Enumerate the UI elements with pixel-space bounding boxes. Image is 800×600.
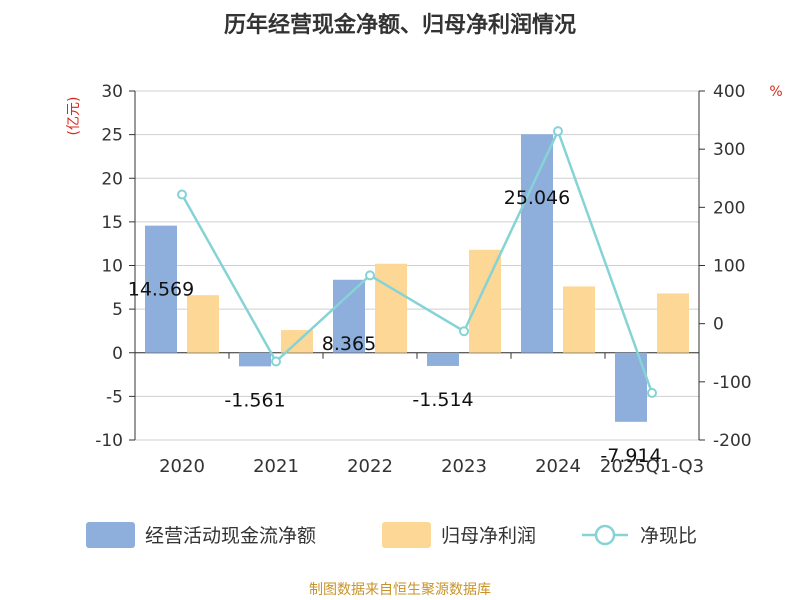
category-label: 2021 bbox=[253, 456, 299, 477]
bar-profit bbox=[657, 293, 689, 353]
chart-title: 历年经营现金净额、归母净利润情况 bbox=[224, 12, 576, 38]
bar-profit bbox=[187, 295, 219, 353]
right-axis-ticks: 400 300 200 100 0 -100 -200 bbox=[713, 82, 752, 451]
bar-cashflow bbox=[333, 279, 365, 353]
left-tick-label: 15 bbox=[101, 213, 123, 233]
legend: 经营活动现金流净额 归母净利润 净现比 bbox=[86, 522, 697, 548]
legend-swatch-cashflow bbox=[86, 522, 135, 548]
category-label: 2024 bbox=[535, 456, 581, 477]
ratio-point bbox=[365, 270, 375, 281]
left-tick-label: 20 bbox=[101, 169, 123, 189]
left-tick-label: 10 bbox=[101, 257, 123, 277]
data-label-cashflow: 14.569 bbox=[128, 279, 194, 301]
left-tick-label: -5 bbox=[106, 387, 123, 407]
data-label-cashflow: -1.561 bbox=[224, 389, 285, 411]
ratio-point bbox=[271, 356, 281, 367]
ratio-point bbox=[647, 387, 657, 398]
data-label-cashflow: -7.914 bbox=[600, 445, 661, 467]
ratio-line-group bbox=[177, 126, 657, 398]
ratio-point bbox=[177, 189, 187, 200]
left-tick-label: 25 bbox=[101, 126, 123, 146]
axes bbox=[129, 90, 705, 441]
legend-swatch-ratio-marker bbox=[594, 524, 616, 546]
right-tick-label: 200 bbox=[713, 198, 745, 218]
gridlines bbox=[135, 90, 699, 441]
ratio-line bbox=[180, 127, 654, 394]
right-tick-label: -100 bbox=[713, 373, 752, 393]
right-tick-label: 100 bbox=[713, 257, 745, 277]
data-label-cashflow: 8.365 bbox=[322, 333, 376, 355]
left-tick-label: -10 bbox=[95, 431, 123, 451]
legend-label-cashflow: 经营活动现金流净额 bbox=[145, 525, 316, 547]
data-labels: 14.569 -1.561 8.365 -1.514 25.046 -7.914 bbox=[128, 187, 662, 467]
legend-label-profit: 归母净利润 bbox=[441, 525, 536, 547]
ratio-point bbox=[459, 326, 469, 337]
left-tick-label: 0 bbox=[112, 344, 123, 364]
legend-swatch-profit bbox=[382, 522, 431, 548]
bar-profit bbox=[469, 249, 501, 353]
bar-cashflow bbox=[239, 352, 271, 367]
bar-profit bbox=[375, 263, 407, 353]
left-tick-label: 30 bbox=[101, 82, 123, 102]
ratio-point bbox=[553, 126, 563, 137]
legend-label-ratio: 净现比 bbox=[640, 525, 697, 547]
right-axis-unit: % bbox=[769, 84, 782, 100]
category-label: 2025Q1-Q3 bbox=[600, 456, 704, 477]
right-tick-label: -200 bbox=[713, 431, 752, 451]
right-tick-label: 400 bbox=[713, 82, 745, 102]
category-label: 2020 bbox=[159, 456, 205, 477]
bar-cashflow bbox=[145, 225, 177, 353]
right-tick-label: 300 bbox=[713, 140, 745, 160]
right-tick-label: 0 bbox=[713, 315, 724, 335]
bar-cashflow bbox=[521, 134, 553, 353]
source-note: 制图数据来自恒生聚源数据库 bbox=[309, 582, 491, 598]
left-axis-unit: (亿元) bbox=[66, 97, 82, 136]
category-label: 2023 bbox=[441, 456, 487, 477]
bars-group bbox=[145, 134, 689, 422]
category-label: 2022 bbox=[347, 456, 393, 477]
data-label-cashflow: 25.046 bbox=[504, 187, 570, 209]
bar-profit bbox=[563, 286, 595, 353]
category-labels: 2020 2021 2022 2023 2024 2025Q1-Q3 bbox=[159, 456, 704, 477]
left-tick-label: 5 bbox=[112, 300, 123, 320]
left-axis-ticks: 30 25 20 15 10 5 0 -5 -10 bbox=[95, 82, 123, 451]
bar-cashflow bbox=[427, 352, 459, 366]
data-label-cashflow: -1.514 bbox=[412, 389, 473, 411]
